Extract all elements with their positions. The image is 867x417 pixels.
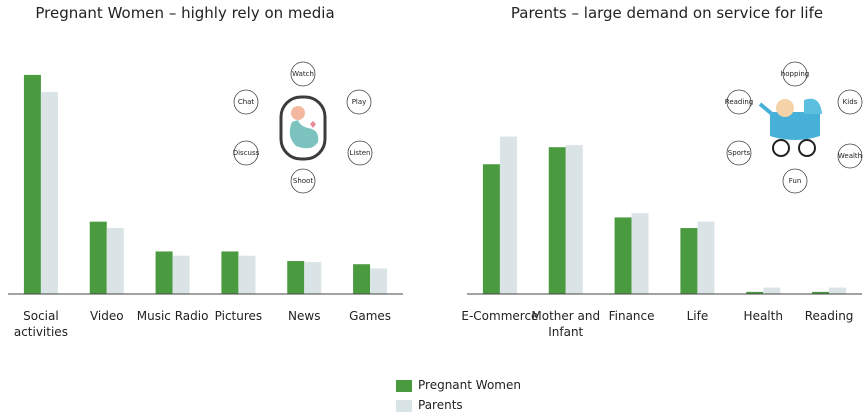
bar [172,255,190,294]
legend-swatch [396,380,412,392]
bar [304,262,322,294]
annotation-bubble [782,61,808,87]
x-tick-label: News [288,309,321,323]
x-tick-label: Video [89,309,124,323]
x-tick-label: Life [686,309,709,323]
annotation-bubble [233,89,259,115]
bar [221,251,239,294]
annotation: Fun [789,177,802,185]
bar [697,221,715,294]
stroller-illustration [758,98,822,157]
bar [565,145,583,294]
annotation-bubble [233,140,259,166]
bar [370,268,388,294]
pregnant-illustration [279,95,327,161]
bar [238,255,256,294]
x-tick-label: Pictures [214,309,263,323]
bar [746,291,764,294]
bar [155,251,173,294]
bar [812,291,830,294]
bar [40,91,58,294]
x-tick-label: Music Radio [136,309,209,323]
bar [763,287,781,294]
bar [89,221,107,294]
bar [106,228,124,294]
x-tick-label: Mother and Infant [531,309,601,339]
annotation: Chat [238,98,255,106]
annotation-bubble [290,168,316,194]
annotation-bubble [837,143,863,169]
legend-swatch [396,400,412,412]
annotation-bubble [290,61,316,87]
x-tick-label: E-Commerce [461,309,539,323]
annotation: Play [352,98,367,106]
bar [23,74,41,295]
bar [829,287,847,294]
annotation: Shoot [293,177,313,185]
annotation-bubble [346,89,372,115]
bar [548,147,566,294]
annotation: Sports [728,149,751,157]
x-tick-label: Games [349,309,392,323]
legend-label: Pregnant Women [418,378,521,392]
annotation-bubble [782,168,808,194]
bar [482,164,500,294]
annotation-bubble [837,89,863,115]
bar [287,261,305,294]
annotation: Kids [843,98,858,106]
annotation-bubble [347,140,373,166]
annotation-bubble [726,140,752,166]
x-tick-label: Finance [608,309,655,323]
chart-title: Pregnant Women – highly rely on media [35,4,335,22]
x-tick-label: Social activities [13,309,68,339]
annotation: Watch [292,70,314,78]
bar [631,213,649,294]
annotation: Wealth [838,152,862,160]
chart-title: Parents – large demand on service for li… [510,4,824,22]
annotation: Discuss [233,149,260,157]
annotation: Reading [725,98,753,106]
annotation-bubble [726,89,752,115]
legend-label: Parents [418,398,463,412]
annotation: hopping [781,70,809,78]
bar [353,264,371,294]
bar [680,228,698,294]
bar [499,136,517,294]
x-tick-label: Health [743,309,783,323]
x-tick-label: Reading [804,309,854,323]
annotation: Listen [350,149,371,157]
bar [614,217,632,294]
